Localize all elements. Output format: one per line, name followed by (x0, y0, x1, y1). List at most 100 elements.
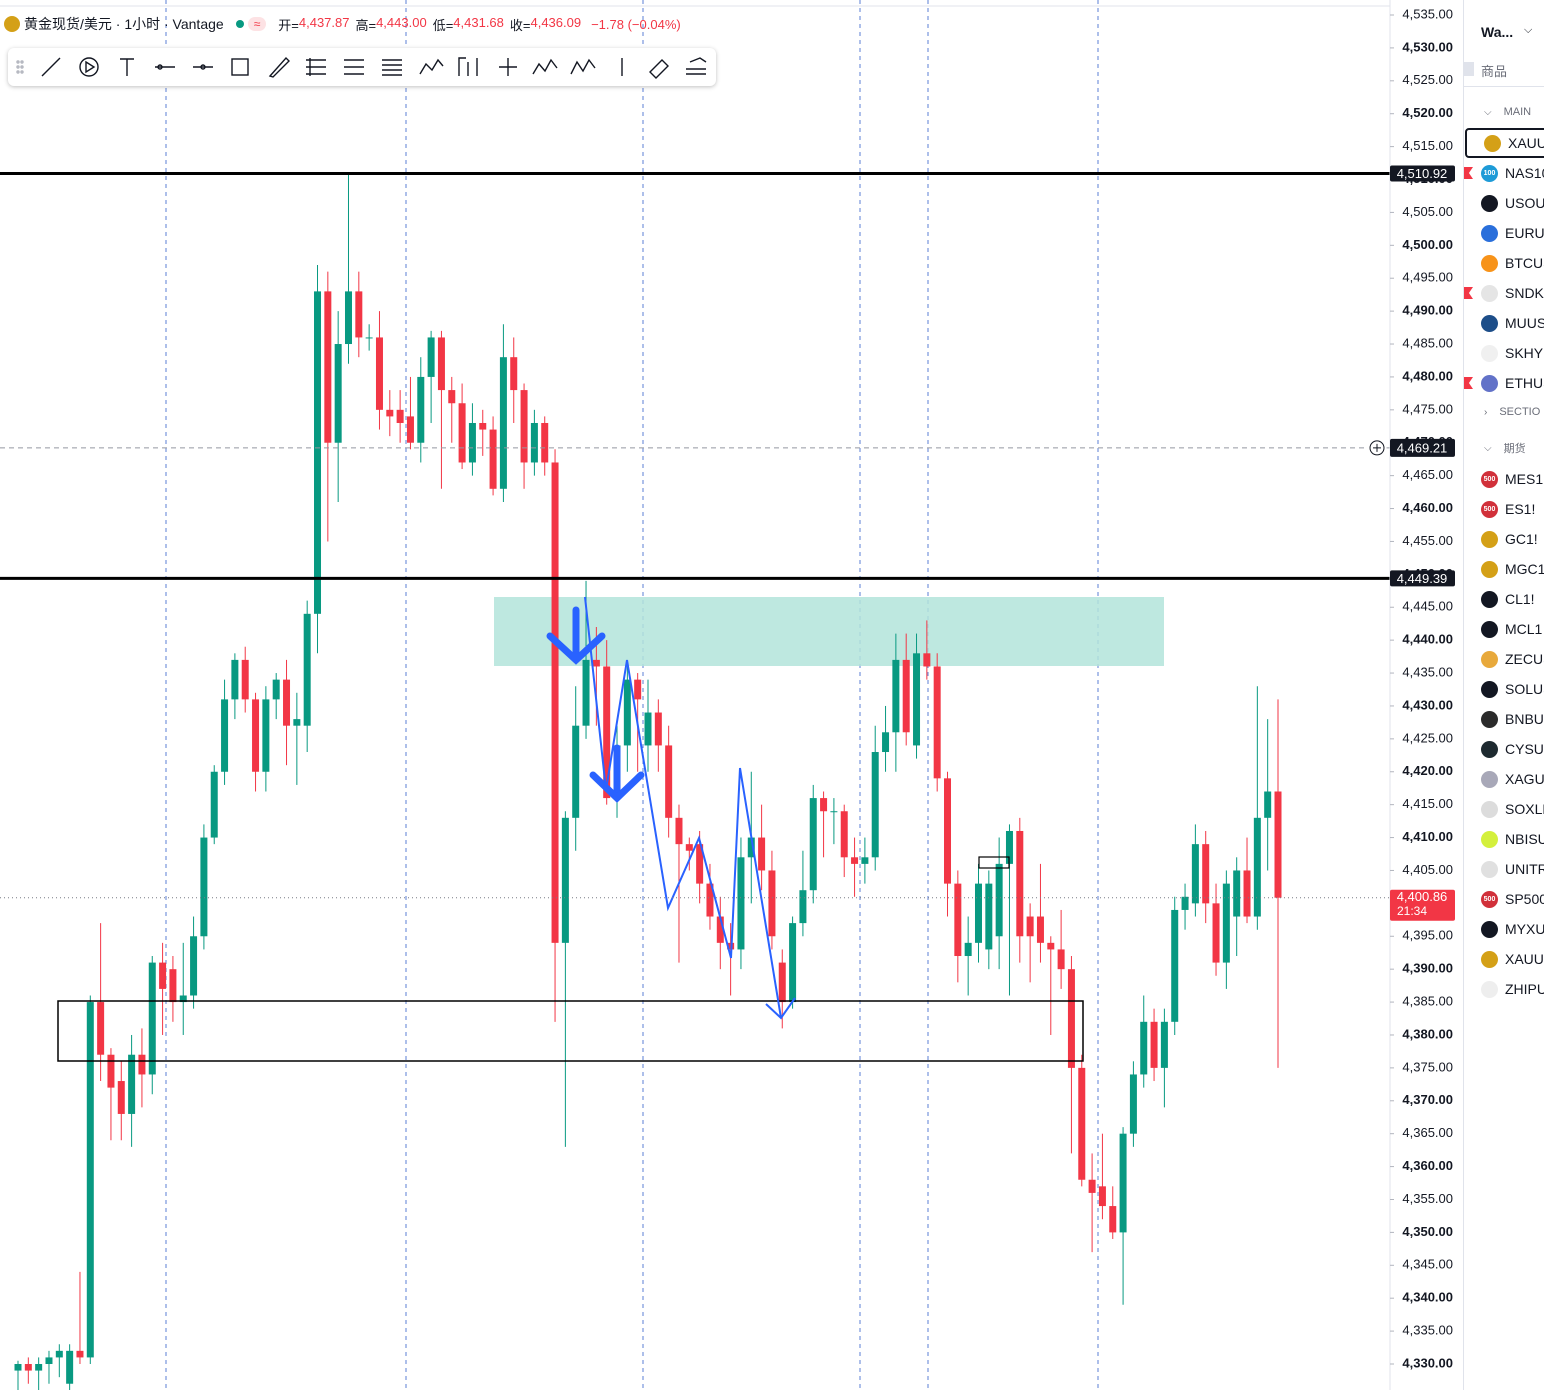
group-header[interactable]: ⌵ MAIN (1464, 97, 1544, 127)
tool-hray[interactable] (193, 64, 213, 70)
tool-rect[interactable] (231, 58, 249, 76)
candle-body (1181, 896, 1189, 910)
candle-body (1222, 883, 1230, 963)
candle-body (861, 857, 869, 864)
watchlist-item[interactable]: SOLUS (1464, 674, 1544, 704)
watchlist-item[interactable]: ETHUS (1464, 368, 1544, 398)
symbol-name: SP500 (1505, 891, 1544, 907)
watchlist-item[interactable]: NBISU (1464, 824, 1544, 854)
symbol-icon: 100 (1481, 164, 1498, 182)
tool-cross[interactable] (499, 58, 517, 76)
candle-body (665, 745, 673, 818)
watchlist-item[interactable]: XAUU (1464, 944, 1544, 974)
tool-ray[interactable] (79, 57, 99, 77)
watchlist-item[interactable]: SNDKU (1464, 278, 1544, 308)
watchlist-item[interactable]: 500 SP500 (1464, 884, 1544, 914)
watchlist-item[interactable]: MCL1 (1464, 614, 1544, 644)
watchlist-item[interactable]: MYXU (1464, 914, 1544, 944)
candle-body (334, 344, 342, 443)
last-price-label: 4,400.86 (1397, 889, 1448, 904)
group-header[interactable]: ⌵ 期货 (1464, 433, 1544, 463)
item-flag (1464, 287, 1473, 299)
candle-body (314, 291, 322, 614)
candle-body (107, 1054, 115, 1088)
candle-body (148, 962, 156, 1075)
candle-body (747, 837, 755, 858)
symbol-icon: 500 (1481, 890, 1498, 908)
y-tick-label: 4,415.00 (1402, 796, 1453, 811)
tool-brush[interactable] (268, 56, 290, 78)
symbol-title[interactable]: 黄金现货/美元 · 1小时 · Vantage (24, 16, 224, 32)
tool-xabcd[interactable] (532, 58, 558, 75)
tool-path[interactable] (419, 58, 444, 75)
y-tick-label: 4,535.00 (1402, 6, 1453, 21)
watchlist-item[interactable]: UNITR (1464, 854, 1544, 884)
watchlist-menu[interactable]: ⌵ (1524, 24, 1533, 36)
candle-body (561, 817, 569, 943)
watchlist-item[interactable]: SKHYI (1464, 338, 1544, 368)
candle-body (954, 883, 962, 957)
watchlist-item[interactable]: 500 MES1! (1464, 464, 1544, 494)
symbol-icon (1481, 650, 1498, 668)
candle-body (417, 376, 425, 443)
y-tick-label: 4,475.00 (1402, 401, 1453, 416)
candle-body (768, 870, 776, 937)
tool-fib[interactable] (306, 58, 326, 76)
y-tick-label: 4,440.00 (1402, 632, 1453, 647)
watchlist-item[interactable]: ZHIPU (1464, 974, 1544, 1004)
zone-rectangle[interactable] (494, 597, 1164, 666)
y-tick-label: 4,480.00 (1402, 368, 1453, 383)
watchlist-item[interactable]: 500 ES1! (1464, 494, 1544, 524)
tool-eraser[interactable] (649, 59, 669, 79)
arrow-markers[interactable] (546, 606, 645, 803)
candle-body (933, 666, 941, 779)
symbol-name: SNDKU (1505, 285, 1544, 301)
ohlc-label: 高= (355, 17, 377, 33)
crosshair-plus[interactable] (1369, 440, 1385, 456)
tool-fib2[interactable] (344, 59, 364, 75)
candle-body (1078, 1067, 1086, 1180)
tool-abcd[interactable] (570, 58, 596, 75)
tool-flags[interactable] (458, 57, 478, 76)
tool-hline[interactable] (155, 64, 175, 70)
symbol-name: USOU (1505, 195, 1544, 211)
ohlc-value: 4,431.68 (453, 14, 504, 30)
candle-body (344, 291, 352, 345)
candle-body (944, 778, 952, 884)
crosshair-plus-sign (1373, 443, 1381, 452)
data-badge[interactable]: ≈ (247, 17, 267, 31)
candle-body (851, 857, 859, 864)
watchlist-item[interactable]: CL1! (1464, 584, 1544, 614)
watchlist-item[interactable]: MUUS (1464, 308, 1544, 338)
small-rectangle[interactable] (978, 856, 1010, 869)
price-axis: 4,330.00 4,335.00 4,340.00 4,345.00 4,350.00… (1390, 6, 1453, 1370)
watchlist-item[interactable]: BNBUS (1464, 704, 1544, 734)
watchlist-item[interactable]: CYSUS (1464, 734, 1544, 764)
watchlist-title[interactable]: Wa... (1481, 24, 1514, 40)
watchlist-item[interactable]: MGC1 (1464, 554, 1544, 584)
group-header[interactable]: › SECTIO (1464, 397, 1544, 427)
tool-trendline[interactable] (41, 57, 61, 77)
tool-lines[interactable] (382, 59, 402, 76)
zigzag-drawing[interactable] (584, 596, 782, 1019)
watchlist-item[interactable]: XAGU (1464, 764, 1544, 794)
tool-more[interactable] (686, 57, 707, 75)
watchlist-item[interactable]: 100 NAS10 (1464, 158, 1544, 188)
watchlist-item[interactable]: SOXLE (1464, 794, 1544, 824)
group-name: 期货 (1503, 443, 1526, 455)
y-tick-label: 4,365.00 (1402, 1125, 1453, 1140)
support-rectangle[interactable] (57, 1000, 1084, 1062)
y-tick-label: 4,525.00 (1402, 72, 1453, 87)
watchlist-item[interactable]: USOU (1464, 188, 1544, 218)
tool-text[interactable] (120, 58, 134, 76)
symbol-name: MUUS (1505, 315, 1544, 331)
watchlist-item[interactable]: GC1! (1464, 524, 1544, 554)
candle-body (1016, 830, 1024, 937)
y-tick-label: 4,530.00 (1402, 39, 1453, 54)
watchlist-item[interactable]: EURUS (1464, 218, 1544, 248)
item-flag (1464, 167, 1473, 179)
watchlist-item[interactable]: XAUU (1465, 128, 1544, 158)
